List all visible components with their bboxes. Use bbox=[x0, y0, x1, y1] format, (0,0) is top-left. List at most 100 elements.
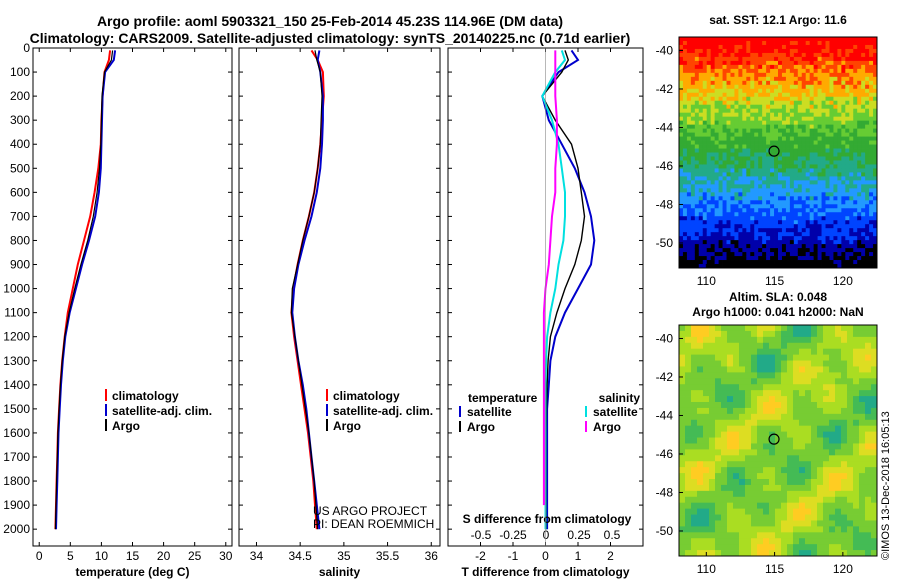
map-cell bbox=[793, 390, 800, 397]
map-cell bbox=[817, 136, 822, 141]
map-cell bbox=[742, 188, 747, 193]
map-cell bbox=[837, 68, 842, 74]
y-tick-label: 500 bbox=[10, 161, 30, 175]
map-cell bbox=[757, 532, 764, 539]
map-cell bbox=[694, 72, 700, 78]
map-cell bbox=[679, 180, 684, 185]
map-cell bbox=[697, 354, 704, 361]
map-cell bbox=[811, 526, 818, 533]
map-cell bbox=[730, 84, 735, 90]
map-cell bbox=[821, 168, 826, 173]
map-cell bbox=[715, 508, 722, 515]
map-cell bbox=[709, 508, 716, 515]
map-cell bbox=[698, 172, 704, 177]
map-cell bbox=[766, 116, 771, 122]
map-cell bbox=[811, 496, 818, 504]
map-cell bbox=[805, 120, 811, 126]
map-cell bbox=[801, 160, 807, 165]
map-cell bbox=[778, 80, 783, 86]
map-cell bbox=[845, 244, 850, 249]
map-cell bbox=[829, 264, 834, 269]
map-cell bbox=[698, 84, 704, 90]
map-cell bbox=[682, 56, 688, 62]
map-cell bbox=[805, 228, 811, 233]
map-cell bbox=[781, 192, 787, 197]
map-cell bbox=[742, 212, 747, 217]
map-cell bbox=[706, 252, 712, 257]
map-cell bbox=[686, 168, 692, 173]
map-cell bbox=[702, 264, 708, 269]
map-cell bbox=[865, 204, 870, 209]
map-cell bbox=[873, 140, 878, 145]
map-cell bbox=[799, 360, 806, 367]
map-cell bbox=[702, 260, 708, 265]
map-cell bbox=[817, 80, 822, 86]
map-cell bbox=[734, 264, 739, 269]
map-cell bbox=[785, 120, 791, 126]
map-cell bbox=[738, 37, 743, 42]
map-cell bbox=[715, 520, 722, 527]
map-cell bbox=[698, 112, 704, 118]
map-cell bbox=[817, 100, 822, 106]
map-cell bbox=[682, 84, 688, 90]
map-cell bbox=[679, 479, 686, 486]
map-cell bbox=[694, 192, 700, 197]
map-cell bbox=[727, 396, 734, 403]
map-cell bbox=[766, 80, 771, 86]
map-cell bbox=[853, 413, 860, 421]
map-cell bbox=[797, 80, 803, 86]
map-cell bbox=[726, 144, 731, 149]
map-cell bbox=[805, 140, 811, 145]
map-cell bbox=[849, 60, 854, 66]
map-cell bbox=[738, 120, 743, 126]
map-cell bbox=[763, 455, 770, 462]
map-cell bbox=[789, 52, 795, 58]
map-cell bbox=[781, 140, 787, 145]
map-cell bbox=[682, 164, 688, 169]
map-cell bbox=[691, 508, 698, 515]
map-cell bbox=[825, 88, 830, 94]
map-cell bbox=[706, 56, 712, 62]
map-cell bbox=[715, 538, 722, 545]
map-cell bbox=[801, 212, 807, 217]
map-cell bbox=[751, 378, 758, 385]
map-cell bbox=[703, 479, 710, 486]
map-cell bbox=[770, 260, 775, 265]
map-cell bbox=[817, 514, 824, 521]
map-cell bbox=[785, 148, 791, 153]
map-cell bbox=[718, 132, 723, 137]
map-cell bbox=[841, 112, 846, 118]
map-cell bbox=[801, 172, 807, 177]
map-cell bbox=[871, 520, 878, 527]
map-cell bbox=[841, 148, 846, 153]
map-cell bbox=[781, 212, 787, 217]
map-cell bbox=[686, 152, 692, 157]
map-cell bbox=[762, 220, 767, 225]
map-cell bbox=[682, 184, 688, 189]
map-cell bbox=[738, 156, 743, 161]
map-cell bbox=[781, 390, 788, 397]
map-cell bbox=[809, 244, 815, 249]
y-tick-label: 700 bbox=[10, 209, 30, 223]
map-cell bbox=[857, 152, 862, 157]
map-cell bbox=[861, 37, 866, 42]
map-cell bbox=[869, 140, 874, 145]
map-cell bbox=[679, 455, 686, 462]
map-cell bbox=[805, 396, 812, 403]
map-cell bbox=[721, 384, 728, 391]
map-cell bbox=[849, 216, 854, 221]
map-cell bbox=[751, 520, 758, 527]
map-cell bbox=[742, 120, 747, 126]
map-cell bbox=[746, 156, 751, 161]
map-cell bbox=[817, 204, 822, 209]
map-cell bbox=[793, 467, 800, 474]
map-cell bbox=[793, 60, 799, 66]
map-cell bbox=[738, 60, 743, 66]
map-cell bbox=[746, 236, 751, 241]
map-cell bbox=[849, 76, 854, 82]
map-cell bbox=[825, 160, 830, 165]
map-cell bbox=[797, 228, 803, 233]
map-cell bbox=[762, 184, 767, 189]
map-cell bbox=[694, 56, 700, 62]
map-cell bbox=[702, 160, 708, 165]
